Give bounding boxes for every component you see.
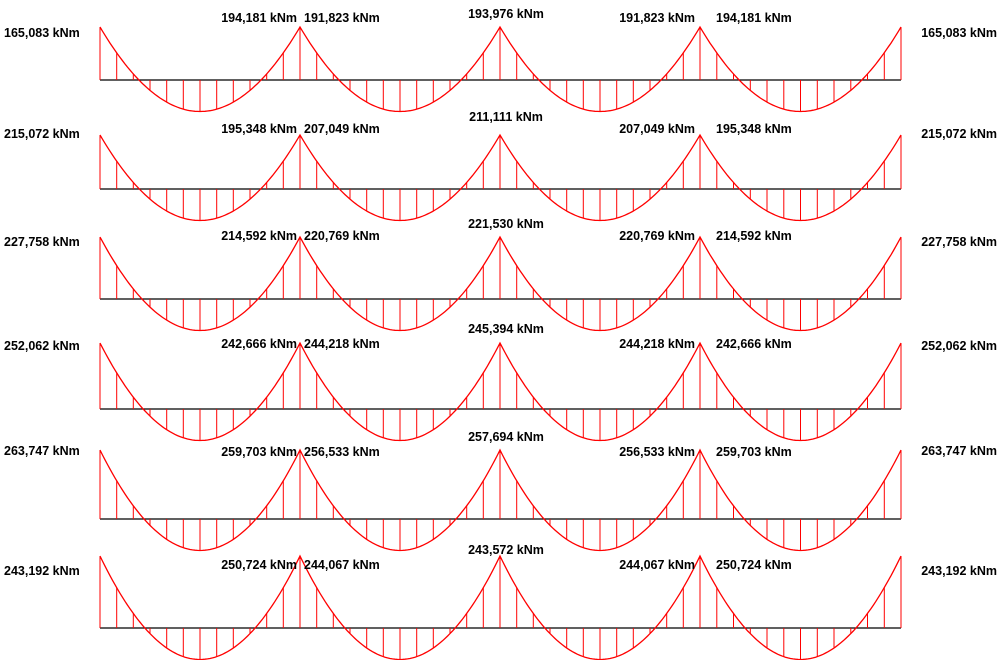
support-moment-label: 243,192 kNm: [4, 564, 80, 578]
support-moment-label: 220,769 kNm: [304, 229, 380, 243]
support-moment-label: 242,666 kNm: [716, 337, 792, 351]
support-moment-label: 263,747 kNm: [921, 444, 997, 458]
moment-diagram-row: 215,072 kNm 195,348 kNm 207,049 kNm 211,111…: [4, 110, 997, 222]
support-moment-label: 252,062 kNm: [4, 339, 80, 353]
support-moment-label: 256,533 kNm: [619, 445, 695, 459]
support-moment-label: 243,572 kNm: [468, 543, 544, 557]
support-moment-label: 244,067 kNm: [619, 558, 695, 572]
support-moment-label: 195,348 kNm: [716, 122, 792, 136]
support-moment-label: 256,533 kNm: [304, 445, 380, 459]
support-moment-label: 214,592 kNm: [221, 229, 297, 243]
support-moment-label: 242,666 kNm: [221, 337, 297, 351]
support-moment-label: 245,394 kNm: [468, 322, 544, 336]
support-moment-label: 227,758 kNm: [4, 235, 80, 249]
support-moment-label: 263,747 kNm: [4, 444, 80, 458]
support-moment-label: 259,703 kNm: [716, 445, 792, 459]
support-moment-label: 215,072 kNm: [4, 127, 80, 141]
support-moment-label: 207,049 kNm: [304, 122, 380, 136]
support-moment-label: 211,111 kNm: [469, 110, 543, 124]
moment-diagram-row: 227,758 kNm 214,592 kNm 220,769 kNm 221,530…: [4, 217, 997, 332]
moment-diagram-row: 252,062 kNm 242,666 kNm 244,218 kNm 245,394…: [4, 322, 997, 442]
support-moment-label: 250,724 kNm: [221, 558, 297, 572]
support-moment-label: 215,072 kNm: [921, 127, 997, 141]
support-moment-label: 244,218 kNm: [619, 337, 695, 351]
moment-diagram-row: 243,192 kNm 250,724 kNm 244,067 kNm 243,572…: [4, 543, 997, 660]
support-moment-label: 244,067 kNm: [304, 558, 380, 572]
support-moment-label: 244,218 kNm: [304, 337, 380, 351]
support-moment-label: 194,181 kNm: [716, 11, 792, 25]
support-moment-label: 259,703 kNm: [221, 445, 297, 459]
support-moment-label: 191,823 kNm: [619, 11, 695, 25]
support-moment-label: 193,976 kNm: [468, 7, 544, 21]
moment-diagram-row: 263,747 kNm 259,703 kNm 256,533 kNm 257,694…: [4, 430, 997, 552]
support-moment-label: 214,592 kNm: [716, 229, 792, 243]
support-moment-label: 165,083 kNm: [921, 26, 997, 40]
support-moment-label: 252,062 kNm: [921, 339, 997, 353]
support-moment-label: 220,769 kNm: [619, 229, 695, 243]
support-moment-label: 165,083 kNm: [4, 26, 80, 40]
support-moment-label: 243,192 kNm: [921, 564, 997, 578]
support-moment-label: 250,724 kNm: [716, 558, 792, 572]
support-moment-label: 207,049 kNm: [619, 122, 695, 136]
support-moment-label: 191,823 kNm: [304, 11, 380, 25]
support-moment-label: 257,694 kNm: [468, 430, 544, 444]
support-moment-label: 195,348 kNm: [221, 122, 297, 136]
support-moment-label: 227,758 kNm: [921, 235, 997, 249]
moment-diagram-row: 165,083 kNm 194,181 kNm 191,823 kNm 193,976…: [4, 7, 997, 113]
support-moment-label: 221,530 kNm: [468, 217, 544, 231]
support-moment-label: 194,181 kNm: [221, 11, 297, 25]
